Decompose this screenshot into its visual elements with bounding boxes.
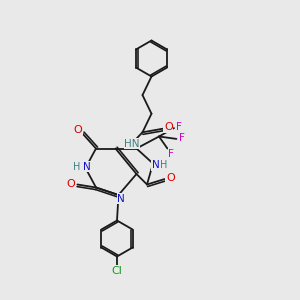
Text: N: N bbox=[117, 194, 125, 204]
Text: O: O bbox=[164, 122, 173, 132]
Text: H: H bbox=[160, 160, 167, 170]
Text: O: O bbox=[66, 178, 75, 189]
Text: H: H bbox=[74, 162, 81, 172]
Text: O: O bbox=[73, 124, 82, 135]
Text: N: N bbox=[152, 160, 160, 170]
Text: F: F bbox=[176, 122, 182, 132]
Text: N: N bbox=[83, 162, 91, 172]
Text: HN: HN bbox=[124, 139, 140, 149]
Text: F: F bbox=[168, 149, 174, 159]
Text: F: F bbox=[179, 133, 185, 143]
Text: Cl: Cl bbox=[112, 266, 122, 276]
Text: O: O bbox=[166, 172, 175, 183]
